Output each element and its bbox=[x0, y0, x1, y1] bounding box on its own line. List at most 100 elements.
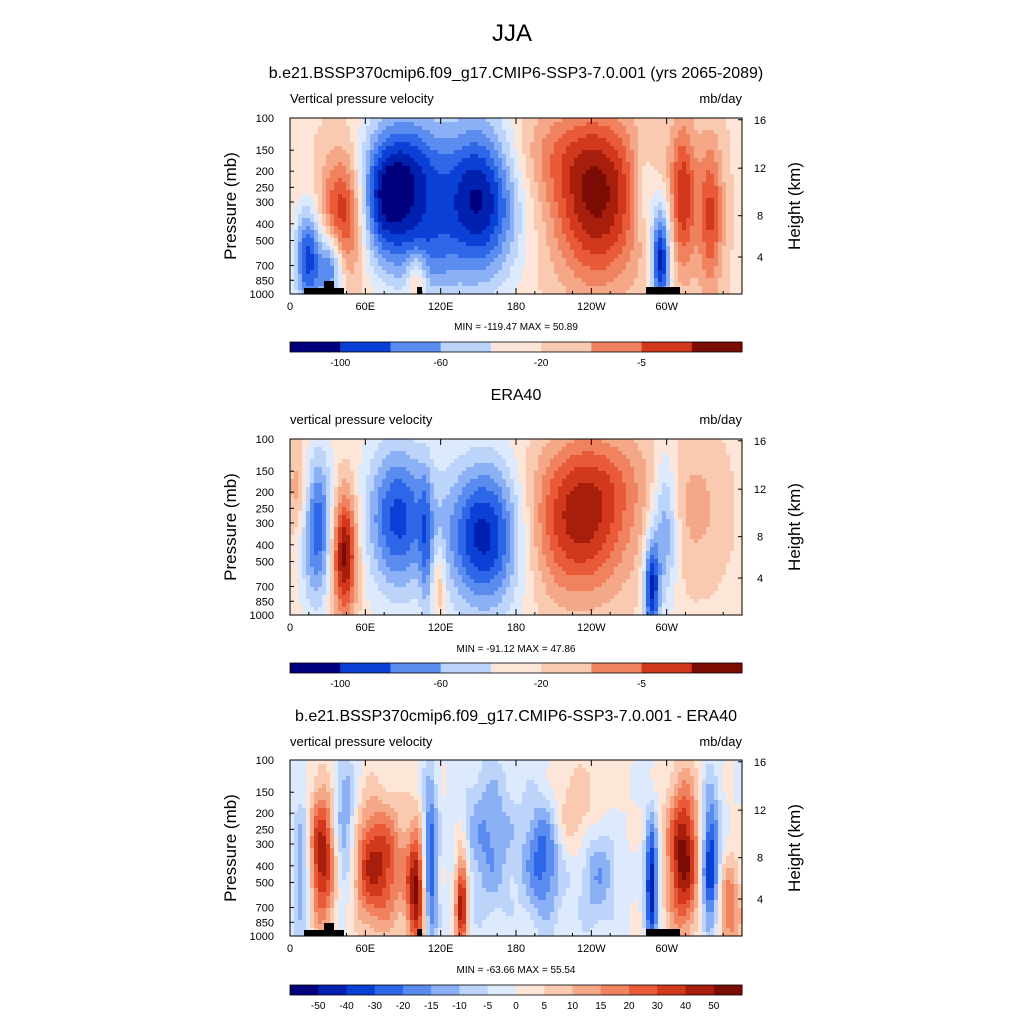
contour-cell bbox=[630, 238, 635, 243]
contour-cell bbox=[462, 194, 467, 199]
contour-cell bbox=[554, 158, 559, 163]
contour-cell bbox=[406, 186, 411, 191]
contour-cell bbox=[454, 118, 459, 123]
contour-cell bbox=[442, 246, 447, 251]
contour-cell bbox=[294, 170, 299, 175]
contour-cell bbox=[642, 142, 647, 147]
contour-cell bbox=[650, 194, 655, 199]
contour-cell bbox=[518, 210, 523, 215]
contour-cell bbox=[558, 198, 563, 203]
contour-cell bbox=[466, 154, 471, 159]
contour-cell bbox=[442, 266, 447, 271]
contour-cell bbox=[446, 286, 451, 291]
contour-cell bbox=[738, 286, 743, 291]
contour-cell bbox=[670, 214, 675, 219]
contour-cell bbox=[490, 150, 495, 155]
contour-cell bbox=[398, 190, 403, 195]
contour-cell bbox=[318, 230, 323, 235]
contour-cell bbox=[586, 218, 591, 223]
contour-cell bbox=[322, 274, 327, 279]
contour-cell bbox=[618, 170, 623, 175]
contour-cell bbox=[642, 126, 647, 131]
contour-cell bbox=[646, 202, 651, 207]
contour-cell bbox=[630, 234, 635, 239]
contour-cell bbox=[582, 214, 587, 219]
contour-cell bbox=[694, 254, 699, 259]
contour-cell bbox=[538, 230, 543, 235]
contour-cell bbox=[606, 150, 611, 155]
contour-cell bbox=[506, 186, 511, 191]
contour-cell bbox=[326, 130, 331, 135]
contour-cell bbox=[454, 162, 459, 167]
contour-cell bbox=[306, 122, 311, 127]
contour-cell bbox=[594, 134, 599, 139]
contour-cell bbox=[526, 138, 531, 143]
contour-cell bbox=[510, 218, 515, 223]
contour-cell bbox=[382, 258, 387, 263]
contour-cell bbox=[310, 190, 315, 195]
contour-cell bbox=[638, 258, 643, 263]
contour-cell bbox=[358, 206, 363, 211]
contour-cell bbox=[530, 274, 535, 279]
contour-cell bbox=[434, 218, 439, 223]
contour-cell bbox=[514, 122, 519, 127]
contour-cell bbox=[614, 266, 619, 271]
contour-cell bbox=[402, 266, 407, 271]
contour-cell bbox=[558, 218, 563, 223]
contour-cell bbox=[434, 242, 439, 247]
contour-cell bbox=[362, 270, 367, 275]
contour-cell bbox=[546, 258, 551, 263]
contour-cell bbox=[702, 170, 707, 175]
contour-cell bbox=[542, 230, 547, 235]
contour-cell bbox=[530, 250, 535, 255]
contour-cell bbox=[602, 230, 607, 235]
contour-cell bbox=[622, 138, 627, 143]
contour-cell bbox=[534, 138, 539, 143]
contour-cell bbox=[486, 194, 491, 199]
contour-cell bbox=[406, 278, 411, 283]
contour-cell bbox=[462, 198, 467, 203]
contour-cell bbox=[470, 162, 475, 167]
contour-cell bbox=[390, 158, 395, 163]
contour-cell bbox=[422, 290, 427, 295]
contour-cell bbox=[378, 246, 383, 251]
contour-cell bbox=[362, 274, 367, 279]
contour-cell bbox=[738, 142, 743, 147]
contour-cell bbox=[630, 206, 635, 211]
contour-cell bbox=[654, 278, 659, 283]
contour-cell bbox=[570, 170, 575, 175]
contour-cell bbox=[534, 134, 539, 139]
contour-cell bbox=[606, 246, 611, 251]
contour-cell bbox=[594, 166, 599, 171]
contour-cell bbox=[506, 150, 511, 155]
contour-cell bbox=[634, 190, 639, 195]
contour-cell bbox=[462, 274, 467, 279]
contour-cell bbox=[610, 230, 615, 235]
contour-cell bbox=[506, 202, 511, 207]
contour-cell bbox=[510, 274, 515, 279]
contour-cell bbox=[654, 146, 659, 151]
contour-cell bbox=[314, 162, 319, 167]
contour-cell bbox=[550, 178, 555, 183]
contour-cell bbox=[406, 222, 411, 227]
contour-cell bbox=[410, 194, 415, 199]
contour-cell bbox=[302, 250, 307, 255]
contour-cell bbox=[734, 286, 739, 291]
contour-cell bbox=[502, 234, 507, 239]
contour-cell bbox=[522, 286, 527, 291]
contour-cell bbox=[478, 162, 483, 167]
contour-cell bbox=[302, 138, 307, 143]
contour-cell bbox=[318, 118, 323, 123]
contour-cell bbox=[602, 174, 607, 179]
contour-cell bbox=[402, 270, 407, 275]
contour-cell bbox=[354, 246, 359, 251]
contour-cell bbox=[502, 278, 507, 283]
contour-cell bbox=[594, 242, 599, 247]
contour-cell bbox=[350, 242, 355, 247]
contour-cell bbox=[602, 150, 607, 155]
contour-cell bbox=[574, 254, 579, 259]
contour-cell bbox=[682, 182, 687, 187]
contour-cell bbox=[550, 230, 555, 235]
contour-cell bbox=[466, 266, 471, 271]
contour-cell bbox=[538, 170, 543, 175]
